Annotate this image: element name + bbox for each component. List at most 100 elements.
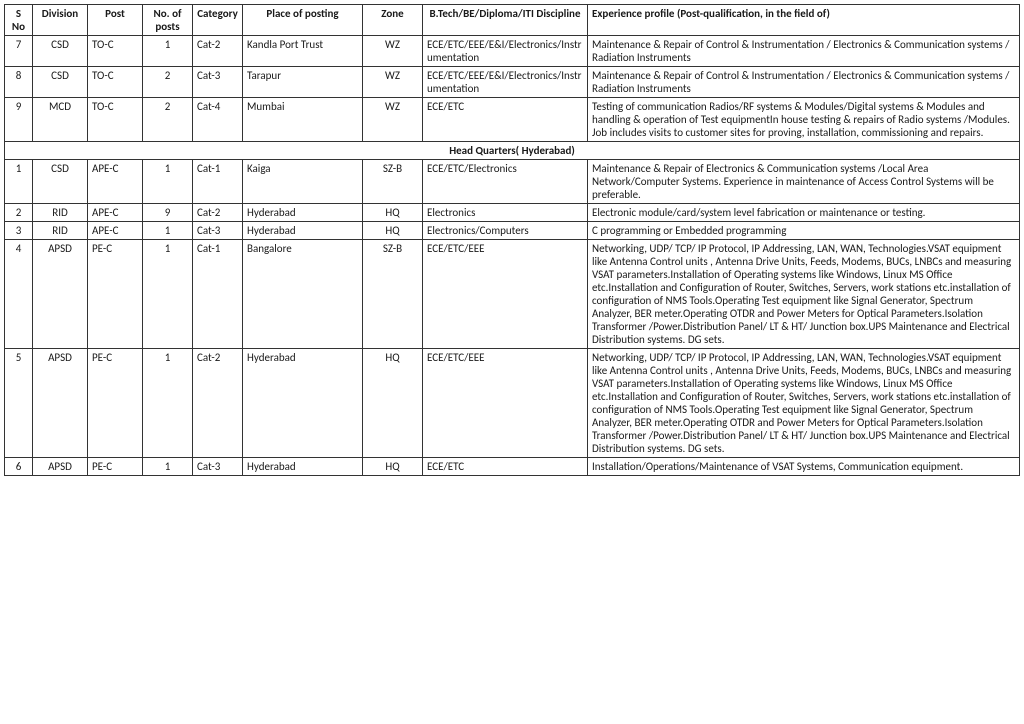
- table-row: 7CSDTO-C1Cat-2Kandla Port TrustWZECE/ETC…: [5, 36, 1020, 67]
- cell-post: TO-C: [88, 36, 143, 67]
- header-division: Division: [33, 5, 88, 36]
- cell-discipline: Electronics: [423, 204, 588, 222]
- table-row: 3RIDAPE-C1Cat-3HyderabadHQElectronics/Co…: [5, 222, 1020, 240]
- cell-discipline: ECE/ETC: [423, 98, 588, 142]
- cell-place: Hyderabad: [243, 222, 363, 240]
- cell-experience: Networking, UDP/ TCP/ IP Protocol, IP Ad…: [588, 349, 1020, 458]
- cell-discipline: ECE/ETC/Electronics: [423, 160, 588, 204]
- cell-discipline: ECE/ETC/EEE/E&I/Electronics/Instrumentat…: [423, 36, 588, 67]
- cell-sno: 1: [5, 160, 33, 204]
- table-row: 2RIDAPE-C9Cat-2HyderabadHQElectronicsEle…: [5, 204, 1020, 222]
- cell-experience: Networking, UDP/ TCP/ IP Protocol, IP Ad…: [588, 240, 1020, 349]
- cell-place: Kaiga: [243, 160, 363, 204]
- cell-noOfPosts: 1: [143, 160, 193, 204]
- cell-category: Cat-1: [193, 160, 243, 204]
- cell-post: PE-C: [88, 240, 143, 349]
- cell-sno: 9: [5, 98, 33, 142]
- cell-category: Cat-3: [193, 222, 243, 240]
- cell-experience: Maintenance & Repair of Electronics & Co…: [588, 160, 1020, 204]
- cell-division: APSD: [33, 458, 88, 476]
- table-row: 8CSDTO-C2Cat-3TarapurWZECE/ETC/EEE/E&I/E…: [5, 67, 1020, 98]
- cell-place: Tarapur: [243, 67, 363, 98]
- cell-category: Cat-4: [193, 98, 243, 142]
- cell-discipline: ECE/ETC: [423, 458, 588, 476]
- table-row: 4APSDPE-C1Cat-1BangaloreSZ-BECE/ETC/EEEN…: [5, 240, 1020, 349]
- cell-noOfPosts: 1: [143, 240, 193, 349]
- header-zone: Zone: [363, 5, 423, 36]
- cell-post: TO-C: [88, 67, 143, 98]
- cell-post: APE-C: [88, 222, 143, 240]
- table-body: 7CSDTO-C1Cat-2Kandla Port TrustWZECE/ETC…: [5, 36, 1020, 476]
- cell-discipline: ECE/ETC/EEE: [423, 240, 588, 349]
- cell-place: Kandla Port Trust: [243, 36, 363, 67]
- cell-division: APSD: [33, 349, 88, 458]
- section-header-cell: Head Quarters( Hyderabad): [5, 142, 1020, 160]
- cell-zone: SZ-B: [363, 160, 423, 204]
- cell-zone: WZ: [363, 98, 423, 142]
- cell-discipline: Electronics/Computers: [423, 222, 588, 240]
- cell-noOfPosts: 2: [143, 67, 193, 98]
- cell-experience: Electronic module/card/system level fabr…: [588, 204, 1020, 222]
- cell-division: CSD: [33, 36, 88, 67]
- cell-sno: 3: [5, 222, 33, 240]
- cell-division: RID: [33, 222, 88, 240]
- header-experience: Experience profile (Post-qualification, …: [588, 5, 1020, 36]
- cell-sno: 2: [5, 204, 33, 222]
- cell-zone: SZ-B: [363, 240, 423, 349]
- table-row: 5APSDPE-C1Cat-2HyderabadHQECE/ETC/EEENet…: [5, 349, 1020, 458]
- header-place: Place of posting: [243, 5, 363, 36]
- table-row: 1CSDAPE-C1Cat-1KaigaSZ-BECE/ETC/Electron…: [5, 160, 1020, 204]
- cell-post: TO-C: [88, 98, 143, 142]
- cell-category: Cat-1: [193, 240, 243, 349]
- cell-sno: 5: [5, 349, 33, 458]
- table-row: 9MCDTO-C2Cat-4MumbaiWZECE/ETCTesting of …: [5, 98, 1020, 142]
- cell-noOfPosts: 9: [143, 204, 193, 222]
- cell-place: Mumbai: [243, 98, 363, 142]
- cell-noOfPosts: 1: [143, 349, 193, 458]
- cell-experience: Maintenance & Repair of Control & Instru…: [588, 36, 1020, 67]
- cell-category: Cat-3: [193, 458, 243, 476]
- cell-division: CSD: [33, 160, 88, 204]
- posting-table: S No Division Post No. of posts Category…: [4, 4, 1020, 476]
- header-noofposts: No. of posts: [143, 5, 193, 36]
- cell-post: PE-C: [88, 349, 143, 458]
- cell-zone: WZ: [363, 67, 423, 98]
- cell-zone: HQ: [363, 222, 423, 240]
- cell-noOfPosts: 1: [143, 222, 193, 240]
- cell-experience: Maintenance & Repair of Control & Instru…: [588, 67, 1020, 98]
- cell-division: CSD: [33, 67, 88, 98]
- cell-noOfPosts: 1: [143, 458, 193, 476]
- cell-discipline: ECE/ETC/EEE/E&I/Electronics/Instrumentat…: [423, 67, 588, 98]
- cell-division: RID: [33, 204, 88, 222]
- cell-experience: Installation/Operations/Maintenance of V…: [588, 458, 1020, 476]
- header-row: S No Division Post No. of posts Category…: [5, 5, 1020, 36]
- cell-sno: 7: [5, 36, 33, 67]
- cell-place: Hyderabad: [243, 204, 363, 222]
- header-category: Category: [193, 5, 243, 36]
- cell-place: Bangalore: [243, 240, 363, 349]
- cell-category: Cat-2: [193, 36, 243, 67]
- cell-discipline: ECE/ETC/EEE: [423, 349, 588, 458]
- cell-category: Cat-3: [193, 67, 243, 98]
- cell-post: PE-C: [88, 458, 143, 476]
- table-row: 6APSDPE-C1Cat-3HyderabadHQECE/ETCInstall…: [5, 458, 1020, 476]
- cell-category: Cat-2: [193, 349, 243, 458]
- cell-noOfPosts: 2: [143, 98, 193, 142]
- cell-zone: HQ: [363, 349, 423, 458]
- cell-place: Hyderabad: [243, 349, 363, 458]
- cell-zone: HQ: [363, 458, 423, 476]
- cell-noOfPosts: 1: [143, 36, 193, 67]
- cell-zone: WZ: [363, 36, 423, 67]
- header-sno: S No: [5, 5, 33, 36]
- cell-zone: HQ: [363, 204, 423, 222]
- cell-post: APE-C: [88, 204, 143, 222]
- cell-category: Cat-2: [193, 204, 243, 222]
- cell-sno: 8: [5, 67, 33, 98]
- cell-division: APSD: [33, 240, 88, 349]
- header-discipline: B.Tech/BE/Diploma/ITI Discipline: [423, 5, 588, 36]
- cell-division: MCD: [33, 98, 88, 142]
- cell-place: Hyderabad: [243, 458, 363, 476]
- cell-post: APE-C: [88, 160, 143, 204]
- header-post: Post: [88, 5, 143, 36]
- cell-sno: 6: [5, 458, 33, 476]
